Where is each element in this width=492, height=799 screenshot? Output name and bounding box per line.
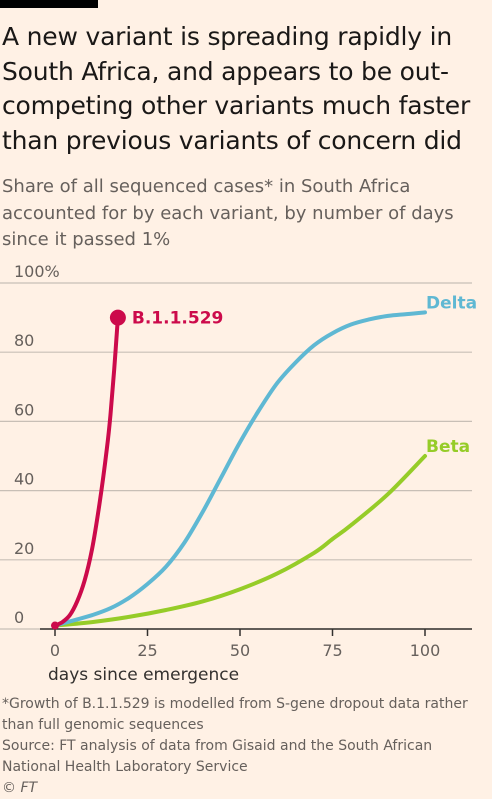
series-start-marker — [51, 621, 59, 630]
series-line-beta — [53, 454, 427, 628]
chart-headline: A new variant is spreading rapidly in So… — [2, 22, 471, 155]
y-tick-label: 60 — [14, 400, 34, 419]
series-label-beta: Beta — [426, 437, 470, 457]
series-label-b-1-1-529: B.1.1.529 — [132, 309, 223, 329]
y-tick-label: 80 — [14, 331, 34, 350]
y-tick-label: 100% — [14, 262, 60, 281]
y-tick-label: 20 — [14, 539, 34, 558]
series-end-marker-b-1-1-529 — [109, 309, 126, 326]
y-tick-label: 0 — [14, 608, 24, 627]
line-chart: 0 20 40 60 80 100% 0 25 50 75 100 days since emerge… — [0, 262, 477, 685]
x-tick-label: 50 — [230, 641, 250, 660]
x-tick-label: 75 — [322, 641, 342, 660]
x-tick-label: 25 — [137, 641, 157, 660]
series-line-b-1-1-529 — [53, 315, 120, 628]
chart-subtitle: Share of all sequenced cases* in South A… — [2, 176, 454, 250]
x-tick-label: 100 — [410, 641, 441, 660]
footnote-note: *Growth of B.1.1.529 is modelled from S-… — [2, 696, 468, 733]
x-axis-title: days since emergence — [48, 665, 239, 685]
footnote-source: Source: FT analysis of data from Gisaid … — [2, 738, 433, 775]
y-tick-label: 40 — [14, 470, 34, 489]
series-line-delta — [53, 310, 427, 628]
x-tick-label: 0 — [50, 641, 60, 660]
footnote-copyright: © FT — [2, 780, 38, 796]
chart-footnote: *Growth of B.1.1.529 is modelled from S-… — [2, 694, 488, 799]
ft-top-bar — [0, 0, 98, 8]
series-label-delta: Delta — [426, 293, 477, 313]
